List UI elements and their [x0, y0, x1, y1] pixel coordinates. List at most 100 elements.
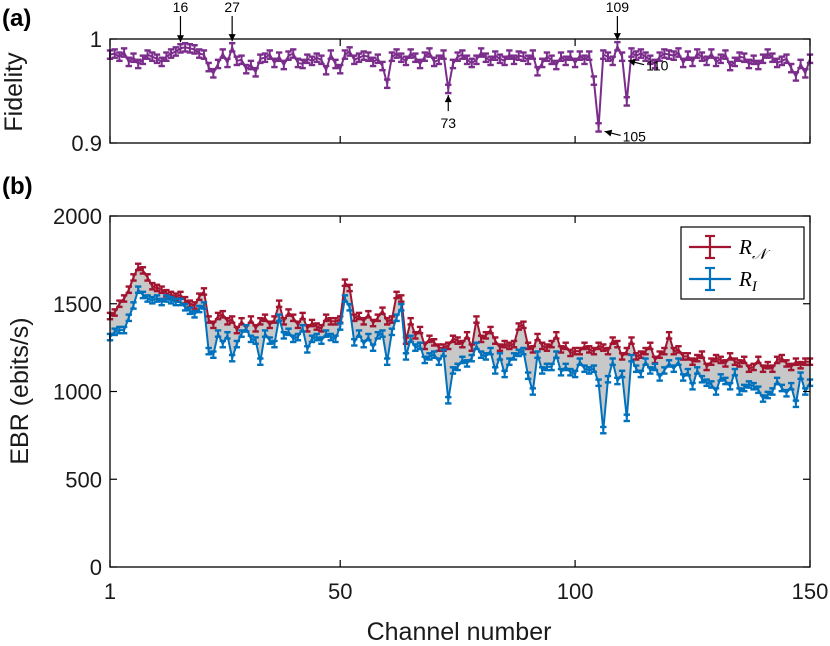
ri-series-errorbar [167, 295, 175, 305]
ri-series-errorbar [416, 341, 424, 351]
fidelity-series-errorbar [421, 51, 428, 63]
fidelity-series-errorbar [773, 57, 781, 69]
fidelity-series-errorbar [477, 47, 485, 58]
ri-series-errorbar [534, 350, 541, 360]
rn-series-errorbar [553, 330, 560, 340]
ri-series-errorbar [228, 353, 236, 363]
rn-series-errorbar [632, 352, 640, 361]
ri-series-errorbar [205, 346, 212, 356]
fidelity-series-errorbar [670, 50, 677, 61]
rn-series-errorbar [759, 364, 767, 374]
annotation-label: 16 [173, 0, 189, 15]
fidelity-series-errorbar [149, 51, 156, 63]
y-tick-label: 0 [90, 555, 102, 580]
rn-series-errorbar [144, 273, 151, 282]
rn-series-errorbar [585, 345, 593, 354]
ri-series-errorbar [792, 399, 800, 409]
ri-series-errorbar [125, 313, 132, 323]
ri-series-errorbar [553, 350, 560, 360]
fidelity-series-errorbar [308, 55, 316, 67]
rn-series-errorbar [595, 341, 602, 351]
ri-series-errorbar [379, 329, 386, 338]
fidelity-series-errorbar [524, 54, 532, 66]
legend-box [680, 226, 805, 300]
ri-series-errorbar [492, 366, 499, 375]
rn-series-errorbar [383, 316, 391, 326]
annotation-label: 110 [646, 58, 669, 74]
ri-series-errorbar [196, 304, 203, 314]
panel-a-y-axis-title: Fidelity [0, 52, 28, 132]
ri-series-errorbar [294, 332, 302, 342]
annotation-label: 109 [606, 0, 630, 15]
rn-series-errorbar [407, 316, 414, 326]
fidelity-series-errorbar [388, 51, 396, 63]
rn-series-errorbar [257, 316, 264, 326]
fidelity-series-errorbar [224, 57, 231, 69]
rn-series-errorbar [473, 315, 480, 324]
ri-series-errorbar [487, 346, 494, 356]
fidelity-series-errorbar [642, 51, 649, 63]
fidelity-series-errorbar [111, 48, 118, 59]
fidelity-series-errorbar [778, 55, 786, 67]
rn-series-errorbar [299, 311, 306, 321]
fidelity-series-errorbar [228, 41, 236, 53]
rn-series-errorbar [647, 341, 654, 351]
fidelity-series-errorbar [604, 51, 612, 63]
ri-series-errorbar [351, 338, 358, 347]
ri-series-errorbar [755, 385, 762, 395]
fidelity-series-errorbar [365, 51, 372, 63]
ri-series-errorbar [257, 357, 264, 367]
y-tick-label: 0.9 [71, 131, 102, 156]
fidelity-series-errorbar [332, 58, 339, 70]
ri-series-errorbar [539, 366, 546, 375]
ri-series-errorbar [764, 390, 771, 400]
rn-series-errorbar [120, 294, 128, 303]
fidelity-series-errorbar [755, 59, 762, 71]
ri-series-errorbar [717, 373, 724, 382]
ri-series-errorbar [459, 355, 466, 365]
rn-series-errorbar [313, 322, 320, 331]
annotation-arrow: 105 [604, 128, 646, 144]
fidelity-series-errorbar [459, 49, 466, 60]
ri-series-errorbar [745, 380, 753, 389]
fidelity-series-errorbar [614, 40, 621, 52]
ri-series-errorbar [501, 369, 508, 379]
fidelity-series-errorbar [313, 52, 320, 64]
fidelity-series-errorbar [675, 47, 682, 58]
ri-series-errorbar [181, 302, 189, 312]
annotation-arrow: 16 [173, 0, 189, 43]
fidelity-series-errorbar [529, 49, 537, 60]
rn-series-errorbar [745, 364, 753, 374]
fidelity-series-errorbar [628, 47, 635, 58]
rn-series-errorbar [149, 281, 156, 291]
ri-series-errorbar [304, 345, 311, 354]
ri-series-errorbar [585, 366, 593, 375]
annotation-label: 73 [440, 115, 456, 131]
ri-series-errorbar [383, 357, 391, 367]
ri-series-errorbar [628, 353, 635, 363]
rn-series-errorbar [275, 299, 283, 309]
fidelity-series-errorbar [506, 49, 513, 60]
fidelity-series-errorbar [637, 48, 645, 59]
rn-series-errorbar [783, 359, 790, 368]
rn-series-errorbar [665, 330, 673, 340]
ri-series-errorbar [515, 348, 522, 358]
panel-b-y-axis-title: EBR (ebits/s) [6, 317, 34, 464]
fidelity-series-errorbar [463, 54, 471, 66]
rn-series-errorbar [247, 315, 255, 324]
ri-series-errorbar [275, 313, 283, 323]
ri-series-errorbar [698, 374, 706, 384]
x-tick-label: 50 [328, 579, 352, 604]
plot-frame [109, 38, 811, 144]
ri-series-errorbar [111, 327, 118, 337]
rn-series-errorbar [346, 283, 353, 293]
fidelity-series-errorbar [445, 83, 452, 95]
fidelity-series-errorbar [153, 53, 161, 65]
ri-series-errorbar [346, 302, 353, 312]
fidelity-series-errorbar [435, 54, 443, 66]
fidelity-series-errorbar [285, 50, 292, 61]
ri-series-errorbar [783, 388, 790, 398]
rn-series-errorbar [792, 357, 800, 367]
ri-series-errorbar [313, 332, 320, 342]
